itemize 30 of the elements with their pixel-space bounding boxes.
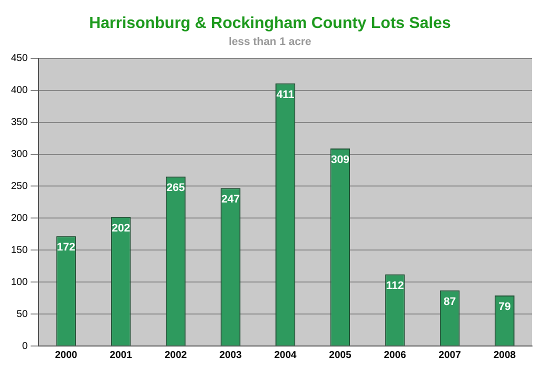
- data-label: 309: [330, 154, 350, 166]
- x-tick-label: 2004: [274, 350, 297, 361]
- data-label: 202: [112, 222, 130, 234]
- data-label: 265: [166, 182, 185, 194]
- y-tick-label: 250: [10, 180, 28, 192]
- y-tick-label: 400: [10, 85, 28, 96]
- x-tick-label: 2007: [438, 350, 462, 361]
- y-tick-label: 100: [10, 276, 28, 288]
- x-tick-label: 2008: [493, 350, 516, 361]
- x-tick-label: 2001: [110, 350, 132, 361]
- x-tick-label: 2000: [54, 350, 78, 361]
- y-tick-label: 0: [22, 340, 28, 352]
- x-tick-label: 2006: [384, 350, 407, 361]
- chart-title: Harrisonburg & Rockingham County Lots Sales: [89, 15, 452, 32]
- y-tick-label: 200: [10, 212, 28, 224]
- data-label: 411: [276, 88, 294, 101]
- y-tick-label: 150: [10, 244, 28, 256]
- data-label: 87: [444, 296, 456, 308]
- x-tick-label: 2003: [219, 350, 242, 361]
- y-tick-label: 450: [10, 53, 28, 64]
- data-label: 172: [56, 242, 76, 254]
- x-tick-label: 2002: [164, 350, 188, 361]
- y-tick-label: 50: [16, 308, 28, 320]
- y-tick-label: 300: [10, 149, 28, 160]
- data-label: 79: [498, 301, 511, 314]
- y-tick-label: 350: [10, 117, 28, 128]
- data-label: 112: [386, 280, 404, 292]
- chart-subtitle: less than 1 acre: [228, 36, 312, 48]
- data-label: 247: [221, 194, 240, 206]
- x-tick-label: 2005: [329, 350, 352, 361]
